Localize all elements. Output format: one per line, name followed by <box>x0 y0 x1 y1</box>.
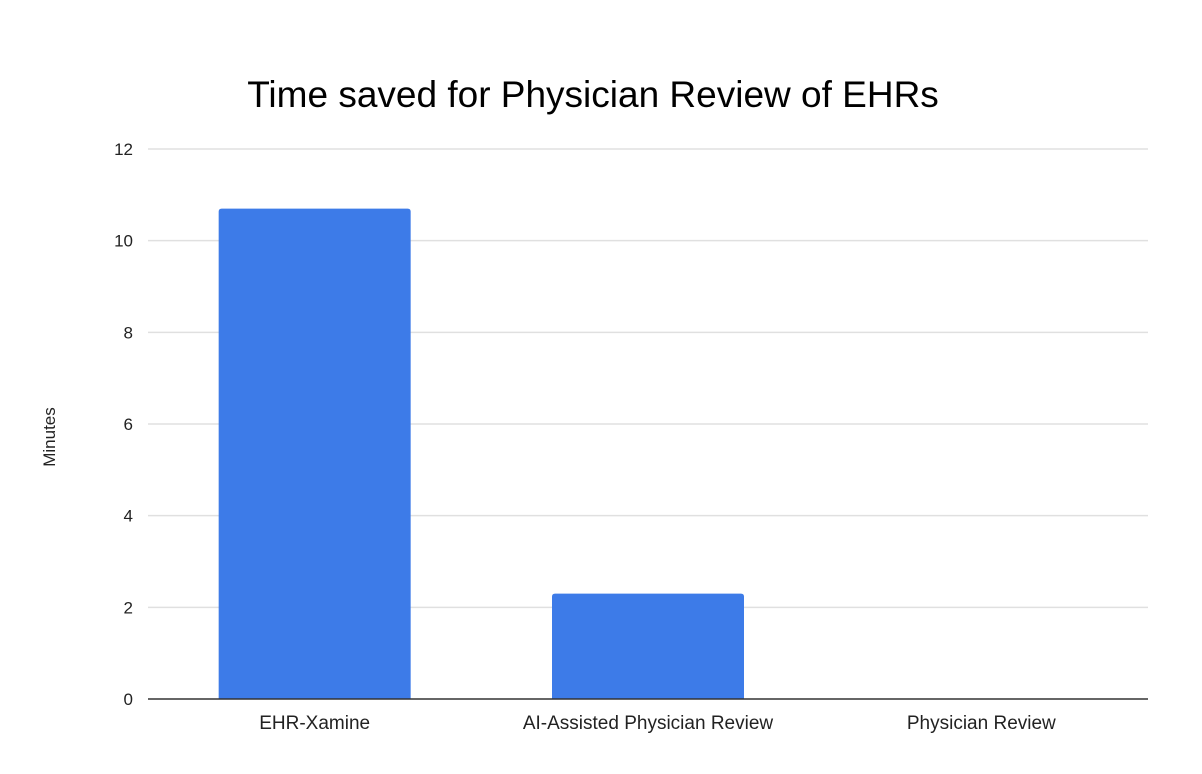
y-tick-label: 2 <box>124 598 133 617</box>
y-axis-label: Minutes <box>40 407 59 467</box>
bars <box>218 208 744 700</box>
x-axis-labels: EHR-Xamine AI-Assisted Physician Review Ph… <box>259 713 1056 734</box>
y-tick-label: 8 <box>124 323 133 342</box>
x-category-label: Physician Review <box>907 713 1056 734</box>
y-tick-label: 4 <box>124 507 133 526</box>
chart-title: Time saved for Physician Review of EHRs <box>247 74 939 115</box>
bar-ai-assisted-physician-review <box>552 593 744 699</box>
x-category-label: AI-Assisted Physician Review <box>523 713 774 734</box>
x-category-label: EHR-Xamine <box>259 713 370 734</box>
y-axis-ticks: 0 2 4 6 8 10 12 <box>114 140 133 709</box>
y-tick-label: 6 <box>124 415 133 434</box>
y-tick-label: 12 <box>114 140 133 159</box>
y-tick-label: 0 <box>124 690 133 709</box>
y-tick-label: 10 <box>114 232 133 251</box>
bar-ehr-xamine <box>218 208 411 700</box>
